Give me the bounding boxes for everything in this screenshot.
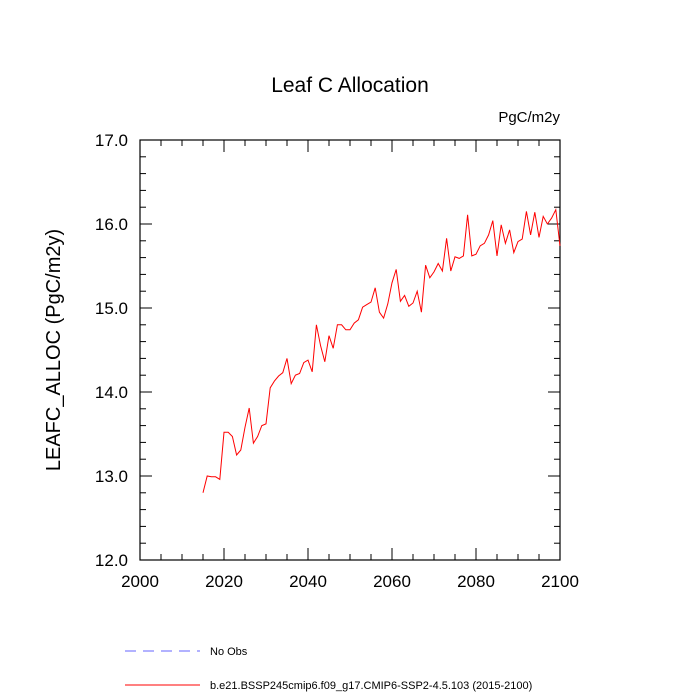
x-tick-label: 2020 [205, 572, 243, 591]
series-layer [202, 207, 561, 493]
y-axis-label: LEAFC_ALLOC (PgC/m2y) [43, 229, 65, 471]
x-tick-label: 2000 [121, 572, 159, 591]
series-line [202, 207, 561, 493]
x-tick-label: 2080 [457, 572, 495, 591]
x-tick-label: 2060 [373, 572, 411, 591]
chart-title: Leaf C Allocation [271, 74, 429, 97]
legend-label: No Obs [210, 646, 248, 658]
axis-tick-labels: 2000 2020 2040 2060 2080 2100 12.0 13.0 14.0 15.0… [95, 131, 579, 591]
legend-label: b.e21.BSSP245cmip6.f09_g17.CMIP6-SSP2-4.… [210, 680, 532, 692]
y-tick-label: 15.0 [95, 299, 128, 318]
units-label: PgC/m2y [498, 109, 560, 126]
x-tick-label: 2100 [541, 572, 579, 591]
x-tick-label: 2040 [289, 572, 327, 591]
y-tick-label: 12.0 [95, 551, 128, 570]
y-tick-label: 13.0 [95, 467, 128, 486]
y-tick-label: 17.0 [95, 131, 128, 150]
plot-frame [139, 139, 561, 561]
axis-ticks [139, 139, 561, 561]
legend: No Obs b.e21.BSSP245cmip6.f09_g17.CMIP6-S… [125, 646, 532, 692]
y-tick-label: 16.0 [95, 215, 128, 234]
y-tick-label: 14.0 [95, 383, 128, 402]
